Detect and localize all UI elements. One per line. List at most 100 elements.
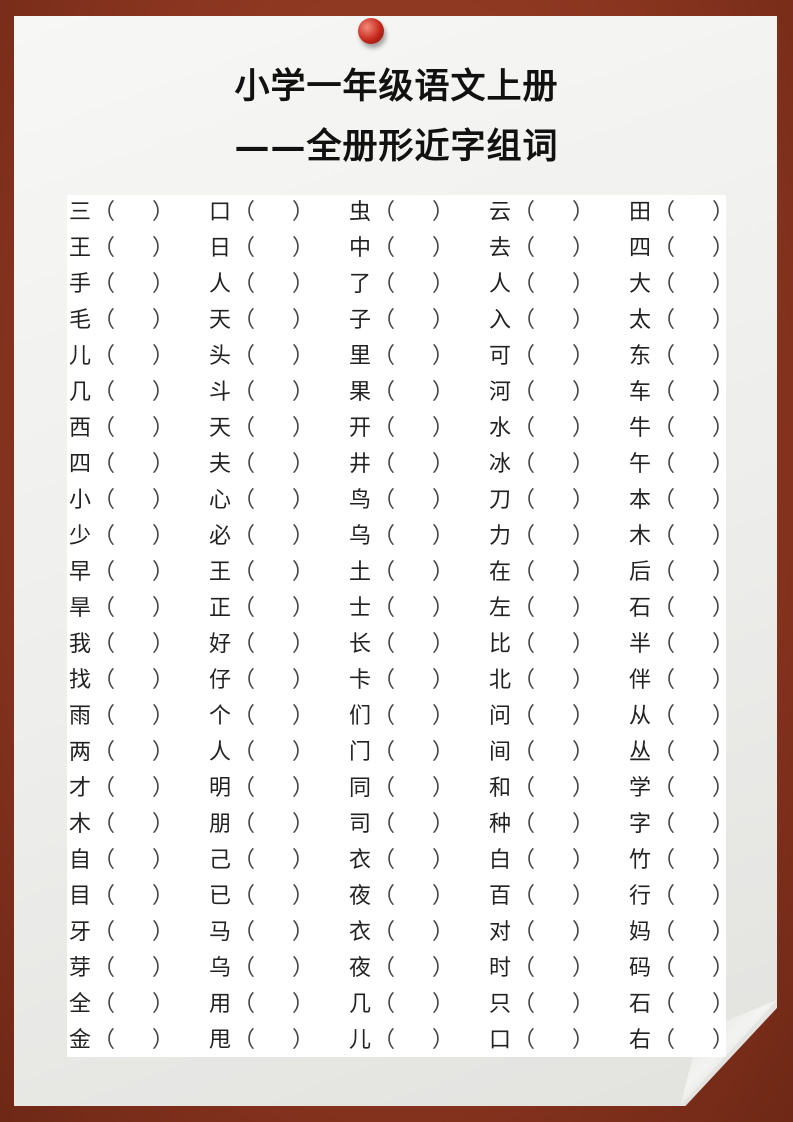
open-paren: （ (513, 848, 536, 873)
open-paren: （ (373, 668, 396, 693)
open-paren: （ (93, 524, 116, 549)
word-item: 金（ ） (68, 1023, 208, 1059)
character: 王 (209, 560, 232, 585)
character: 天 (209, 416, 232, 441)
close-paren: ） (712, 452, 735, 477)
character: 王 (69, 236, 92, 261)
character: 才 (69, 776, 92, 801)
character: 卡 (349, 668, 372, 693)
word-item: 丛（ ） (628, 735, 768, 771)
open-paren: （ (373, 596, 396, 621)
close-paren: ） (432, 488, 455, 513)
close-paren: ） (152, 920, 175, 945)
character: 目 (69, 884, 92, 909)
word-item: 种（ ） (488, 807, 628, 843)
character: 正 (209, 596, 232, 621)
open-paren: （ (653, 272, 676, 297)
grid-row: 手（）人（）了（）人（）大（） (67, 267, 734, 303)
character: 个 (209, 704, 232, 729)
open-paren: （ (513, 200, 536, 225)
open-paren: （ (513, 704, 536, 729)
close-paren: ） (292, 236, 315, 261)
character: 夜 (349, 956, 372, 981)
character: 力 (489, 524, 512, 549)
word-item: 间（ ） (488, 735, 628, 771)
word-item: 斗（ ） (208, 375, 348, 411)
push-pin-icon (356, 18, 386, 52)
word-item: 白（ ） (488, 843, 628, 879)
grid-row: 才（）明（）同（）和（）学（） (67, 771, 734, 807)
character: 仔 (209, 668, 232, 693)
grid-row: 毛（）天（）子（）入（）太（） (67, 303, 734, 339)
close-paren: ） (152, 308, 175, 333)
character: 竹 (629, 848, 652, 873)
open-paren: （ (373, 812, 396, 837)
grid-row: 早（）王（）土（）在（）后（） (67, 555, 734, 591)
close-paren: ） (572, 488, 595, 513)
open-paren: （ (373, 704, 396, 729)
word-item: 力（ ） (488, 519, 628, 555)
open-paren: （ (653, 596, 676, 621)
open-paren: （ (513, 740, 536, 765)
close-paren: ） (432, 956, 455, 981)
close-paren: ） (292, 632, 315, 657)
close-paren: ） (712, 920, 735, 945)
character: 种 (489, 812, 512, 837)
character: 斗 (209, 380, 232, 405)
word-item: 同（ ） (348, 771, 488, 807)
open-paren: （ (233, 920, 256, 945)
open-paren: （ (93, 272, 116, 297)
open-paren: （ (513, 344, 536, 369)
word-item: 甩（ ） (208, 1023, 348, 1059)
word-item: 中（ ） (348, 231, 488, 267)
close-paren: ） (152, 200, 175, 225)
character: 朋 (209, 812, 232, 837)
grid-row: 小（）心（）鸟（）刀（）本（） (67, 483, 734, 519)
open-paren: （ (653, 452, 676, 477)
open-paren: （ (93, 416, 116, 441)
word-item: 夜（ ） (348, 951, 488, 987)
open-paren: （ (653, 848, 676, 873)
word-item: 木（ ） (628, 519, 768, 555)
close-paren: ） (292, 524, 315, 549)
character: 石 (629, 992, 652, 1017)
word-item: 王（ ） (68, 231, 208, 267)
open-paren: （ (513, 236, 536, 261)
word-item: 西（ ） (68, 411, 208, 447)
close-paren: ） (712, 740, 735, 765)
grid-row: 雨（）个（）们（）问（）从（） (67, 699, 734, 735)
open-paren: （ (513, 992, 536, 1017)
word-item: 从（ ） (628, 699, 768, 735)
word-item: 几（ ） (68, 375, 208, 411)
word-item: 和（ ） (488, 771, 628, 807)
word-item: 司（ ） (348, 807, 488, 843)
character: 丛 (629, 740, 652, 765)
word-item: 去（ ） (488, 231, 628, 267)
open-paren: （ (373, 848, 396, 873)
open-paren: （ (513, 920, 536, 945)
character: 入 (489, 308, 512, 333)
word-item: 河（ ） (488, 375, 628, 411)
close-paren: ） (292, 200, 315, 225)
open-paren: （ (653, 992, 676, 1017)
word-item: 云（ ） (488, 195, 628, 231)
close-paren: ） (432, 632, 455, 657)
close-paren: ） (712, 848, 735, 873)
close-paren: ） (572, 992, 595, 1017)
open-paren: （ (93, 704, 116, 729)
character: 己 (209, 848, 232, 873)
grid-row: 少（）必（）乌（）力（）木（） (67, 519, 734, 555)
close-paren: ） (572, 848, 595, 873)
character: 日 (209, 236, 232, 261)
close-paren: ） (712, 524, 735, 549)
close-paren: ） (292, 272, 315, 297)
open-paren: （ (513, 488, 536, 513)
close-paren: ） (572, 884, 595, 909)
word-item: 们（ ） (348, 699, 488, 735)
character: 士 (349, 596, 372, 621)
close-paren: ） (572, 452, 595, 477)
character: 午 (629, 452, 652, 477)
close-paren: ） (572, 956, 595, 981)
close-paren: ） (432, 668, 455, 693)
character: 冰 (489, 452, 512, 477)
